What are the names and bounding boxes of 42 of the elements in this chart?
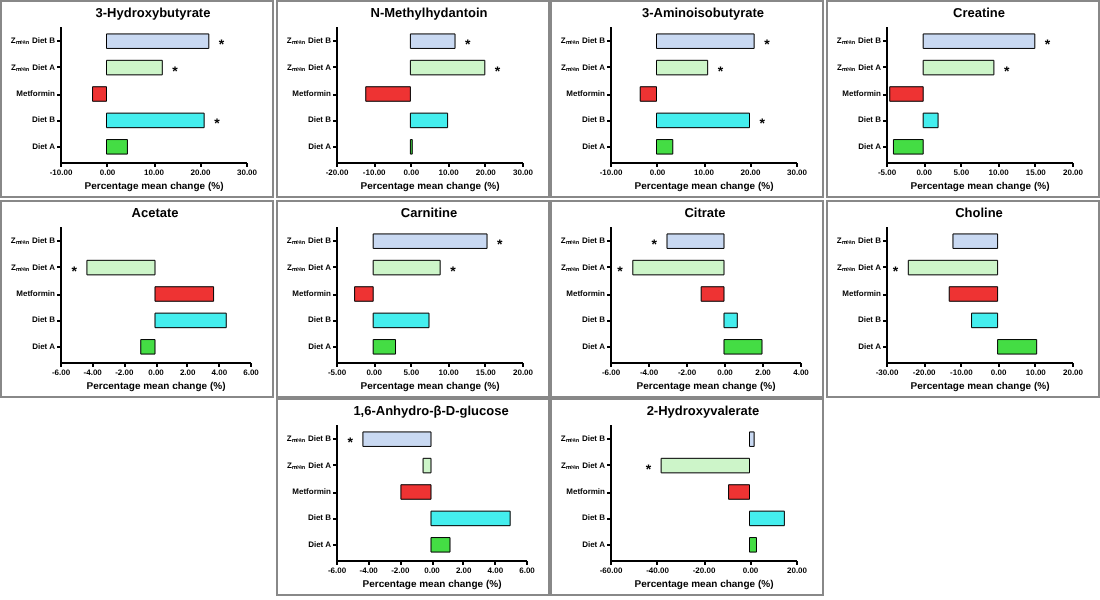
- bar: [749, 431, 755, 447]
- bar: [408, 33, 455, 49]
- bar: [891, 139, 923, 155]
- bar: [429, 510, 510, 527]
- bar: [429, 537, 450, 553]
- bar: [86, 258, 156, 275]
- bar: [371, 232, 487, 248]
- bar: [361, 431, 431, 447]
- bar: [399, 484, 431, 500]
- bar: [106, 33, 210, 49]
- bar: [408, 59, 485, 76]
- bar: [749, 510, 785, 527]
- bar: [639, 86, 657, 102]
- bar: [154, 311, 227, 328]
- bar: [921, 112, 938, 129]
- bar: [106, 112, 205, 129]
- bar: [106, 139, 128, 155]
- bar: [154, 285, 215, 301]
- bar: [656, 112, 750, 129]
- bar: [656, 139, 674, 155]
- bar: [371, 311, 429, 328]
- bar: [421, 457, 431, 474]
- bar: [700, 285, 725, 301]
- bar: [632, 258, 725, 275]
- bar: [92, 86, 107, 102]
- bar: [921, 59, 994, 76]
- bar: [140, 338, 156, 354]
- bar: [723, 338, 763, 354]
- bar: [660, 457, 750, 474]
- bar: [656, 59, 709, 76]
- bar: [371, 338, 396, 354]
- bar: [921, 33, 1035, 49]
- bar: [106, 59, 163, 76]
- bar: [364, 86, 410, 102]
- bar: [728, 484, 750, 500]
- bar: [749, 537, 757, 553]
- bar: [666, 232, 725, 248]
- bar: [371, 258, 440, 275]
- bar: [353, 285, 373, 301]
- bar: [723, 311, 738, 328]
- bar: [656, 33, 755, 49]
- bar: [408, 112, 448, 129]
